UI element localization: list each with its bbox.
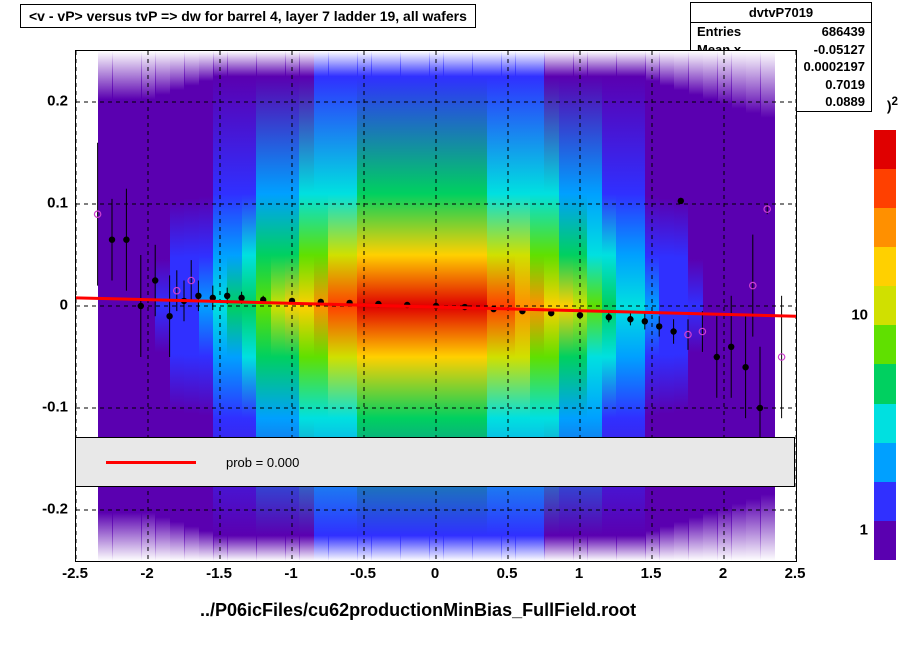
x-tick-label: -1.5: [206, 565, 232, 582]
colorbar-segment: [874, 364, 896, 403]
y-tick-label: -0.1: [8, 399, 68, 416]
x-tick-label: -2: [140, 565, 153, 582]
x-tick-label: 1: [575, 565, 583, 582]
colorbar-segment: [874, 286, 896, 325]
stat-value: 0.7019: [825, 76, 865, 94]
stat-value: 686439: [822, 23, 865, 41]
colorbar-segment: [874, 325, 896, 364]
x-tick-label: -0.5: [350, 565, 376, 582]
colorbar-exp: )2: [887, 95, 898, 114]
colorbar-segment: [874, 169, 896, 208]
y-tick-label: 0: [8, 297, 68, 314]
stat-value: 0.0002197: [804, 58, 865, 76]
stat-label: Entries: [697, 23, 741, 41]
colorbar-segment: [874, 443, 896, 482]
y-tick-label: -0.2: [8, 501, 68, 518]
x-tick-label: 2: [719, 565, 727, 582]
colorbar-segment: [874, 482, 896, 521]
legend-prob: prob = 0.000: [226, 455, 299, 470]
stat-row: Entries 686439: [691, 23, 871, 41]
x-tick-label: 0: [431, 565, 439, 582]
colorbar-segment: [874, 130, 896, 169]
footer-path: ../P06icFiles/cu62productionMinBias_Full…: [200, 600, 636, 621]
colorbar: [874, 130, 896, 560]
x-tick-label: -2.5: [62, 565, 88, 582]
x-tick-label: 1.5: [641, 565, 662, 582]
y-tick-label: 0.1: [8, 195, 68, 212]
colorbar-tick-label: 1: [860, 521, 868, 538]
stat-value: 0.0889: [825, 93, 865, 111]
stat-value: -0.05127: [814, 41, 865, 59]
colorbar-segment: [874, 404, 896, 443]
x-tick-label: 2.5: [785, 565, 806, 582]
stats-name: dvtvP7019: [691, 3, 871, 23]
plot-title: <v - vP> versus tvP => dw for barrel 4, …: [20, 4, 476, 28]
colorbar-segment: [874, 247, 896, 286]
colorbar-tick-label: 10: [851, 306, 868, 323]
y-tick-label: 0.2: [8, 93, 68, 110]
colorbar-segment: [874, 208, 896, 247]
colorbar-segment: [874, 521, 896, 560]
x-tick-label: -1: [284, 565, 297, 582]
legend-line-sample: [106, 461, 196, 464]
legend-box: prob = 0.000: [75, 437, 795, 487]
x-tick-label: 0.5: [497, 565, 518, 582]
